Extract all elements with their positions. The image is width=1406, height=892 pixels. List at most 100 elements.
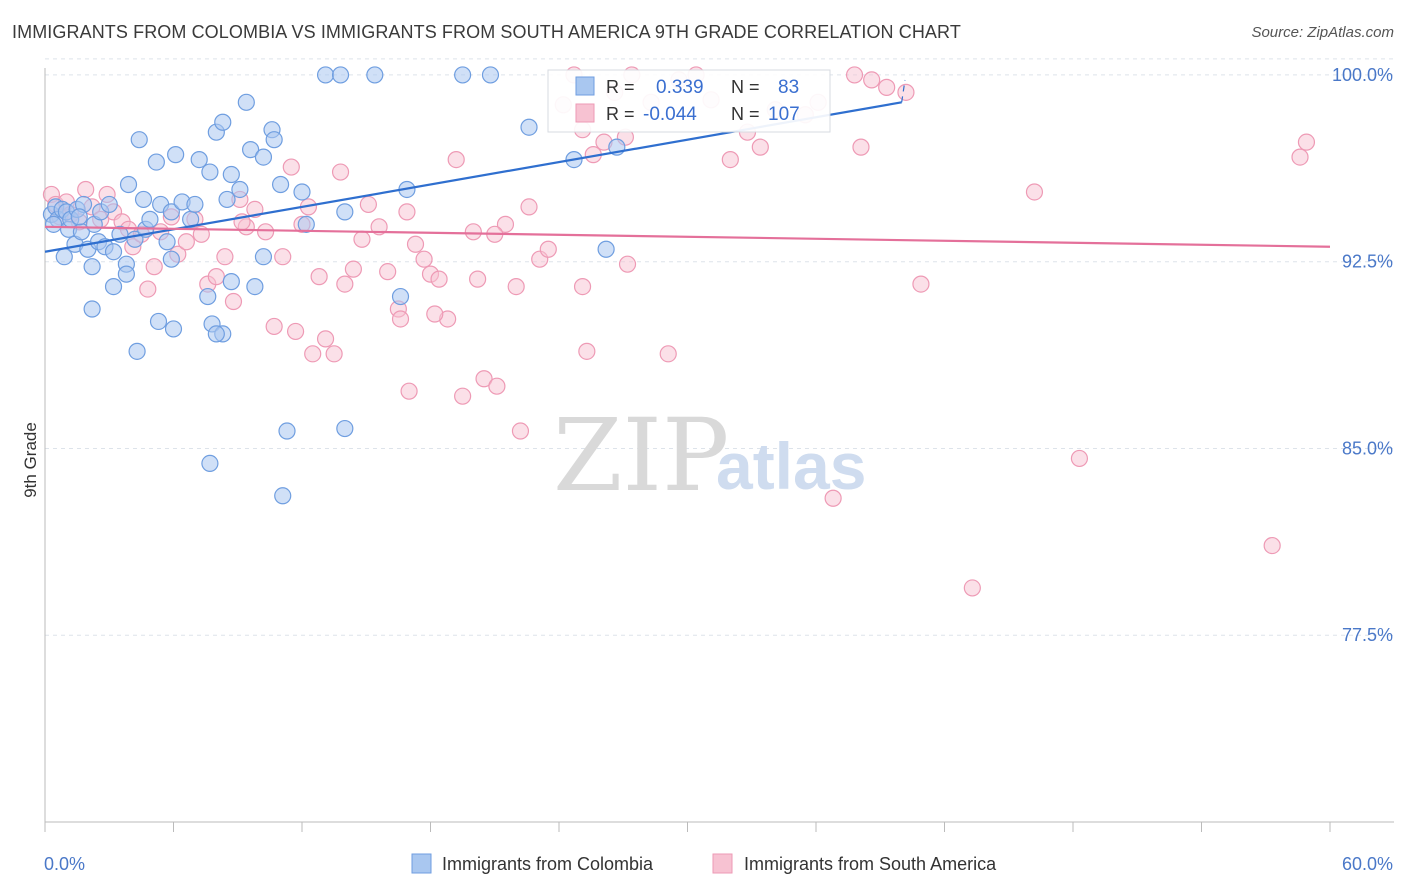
- point-colombia: [128, 342, 146, 360]
- point-colombia: [104, 243, 123, 261]
- point-south-america: [331, 163, 350, 181]
- point-south-america: [845, 66, 864, 84]
- point-colombia: [242, 141, 260, 159]
- point-south-america: [256, 223, 275, 241]
- point-colombia: [246, 277, 264, 296]
- point-colombia: [265, 131, 283, 149]
- point-colombia: [162, 203, 180, 221]
- point-south-america: [454, 387, 472, 405]
- point-south-america: [316, 330, 335, 348]
- point-colombia: [44, 215, 63, 233]
- point-south-america: [539, 240, 557, 258]
- stats-n-value-2: 107: [768, 104, 800, 125]
- watermark-atlas: atlas: [716, 429, 866, 503]
- point-colombia: [218, 190, 236, 209]
- point-colombia: [293, 183, 311, 201]
- point-south-america: [469, 270, 487, 288]
- point-south-america: [464, 223, 482, 241]
- y-tick-labels: 100.0% 92.5% 85.0% 77.5%: [1332, 65, 1393, 645]
- point-south-america: [618, 255, 637, 273]
- y-tick-label: 77.5%: [1342, 625, 1393, 645]
- point-colombia: [297, 215, 315, 233]
- point-colombia: [222, 273, 240, 291]
- point-colombia: [104, 277, 123, 296]
- series-south-america-points: [42, 66, 1316, 597]
- point-colombia: [271, 175, 290, 194]
- x-tick-label: 60.0%: [1342, 854, 1393, 874]
- stats-n-label-2: N =: [731, 104, 760, 124]
- series-colombia-points: [42, 66, 626, 505]
- point-colombia: [274, 487, 292, 505]
- point-south-america: [963, 579, 981, 597]
- point-colombia: [391, 287, 410, 306]
- point-south-america: [426, 305, 444, 323]
- point-colombia: [186, 195, 204, 214]
- point-south-america: [659, 345, 677, 363]
- point-south-america: [282, 158, 300, 176]
- trend-line-colombia-extension: [901, 79, 906, 103]
- point-south-america: [265, 317, 283, 336]
- legend-label-colombia: Immigrants from Colombia: [442, 854, 654, 874]
- y-axis-label: 9th Grade: [21, 422, 40, 498]
- stats-box: R = 0.339 N = 83 R = -0.044 N = 107: [547, 69, 831, 133]
- point-colombia: [278, 422, 296, 440]
- point-south-america: [751, 138, 769, 156]
- point-south-america: [496, 215, 515, 233]
- stats-swatch-south-america: [575, 103, 595, 123]
- stats-r-value-2: -0.044: [643, 104, 697, 125]
- point-south-america: [286, 322, 305, 341]
- point-colombia: [481, 66, 500, 84]
- point-south-america: [207, 268, 225, 286]
- point-colombia: [254, 248, 273, 266]
- point-south-america: [511, 422, 530, 440]
- point-south-america: [721, 150, 739, 169]
- point-colombia: [119, 175, 138, 194]
- point-south-america: [488, 377, 506, 395]
- legend-label-south-america: Immigrants from South America: [744, 854, 997, 874]
- point-south-america: [415, 250, 433, 268]
- point-colombia: [134, 190, 153, 209]
- point-south-america: [325, 345, 343, 363]
- watermark-zip: ZIP: [553, 397, 729, 514]
- point-south-america: [1025, 183, 1044, 201]
- stats-r-value-1: 0.339: [656, 77, 704, 98]
- point-colombia: [366, 66, 384, 84]
- point-colombia: [141, 210, 159, 228]
- point-colombia: [331, 66, 350, 84]
- point-south-america: [77, 180, 95, 199]
- point-colombia: [520, 118, 538, 136]
- point-colombia: [162, 250, 180, 268]
- point-south-america: [447, 150, 465, 169]
- point-south-america: [274, 248, 292, 266]
- trend-line-south-america: [44, 225, 1331, 248]
- y-tick-label: 100.0%: [1332, 65, 1393, 85]
- point-south-america: [304, 345, 322, 363]
- point-colombia: [167, 146, 185, 164]
- chart-source: Source: ZipAtlas.com: [1251, 24, 1394, 41]
- point-south-america: [1291, 148, 1309, 166]
- point-colombia: [237, 93, 255, 111]
- point-south-america: [863, 71, 881, 89]
- watermark: ZIP atlas: [553, 397, 866, 514]
- legend-swatch-south-america: [712, 853, 733, 874]
- point-colombia: [83, 258, 101, 276]
- point-colombia: [100, 195, 118, 214]
- point-south-america: [216, 248, 234, 266]
- stats-n-label-1: N =: [731, 77, 760, 97]
- point-south-america: [1070, 449, 1089, 468]
- y-tick-label: 92.5%: [1342, 252, 1393, 272]
- point-south-america: [398, 203, 416, 221]
- point-colombia: [454, 66, 472, 84]
- legend: Immigrants from Colombia Immigrants from…: [411, 853, 997, 874]
- point-south-america: [878, 78, 896, 96]
- point-colombia: [158, 233, 176, 251]
- point-colombia: [147, 153, 165, 171]
- point-south-america: [145, 258, 163, 276]
- point-colombia: [316, 66, 335, 84]
- point-colombia: [254, 148, 273, 166]
- point-south-america: [353, 230, 371, 248]
- point-colombia: [336, 203, 354, 221]
- point-south-america: [507, 277, 525, 296]
- point-south-america: [400, 382, 418, 400]
- point-south-america: [310, 268, 328, 286]
